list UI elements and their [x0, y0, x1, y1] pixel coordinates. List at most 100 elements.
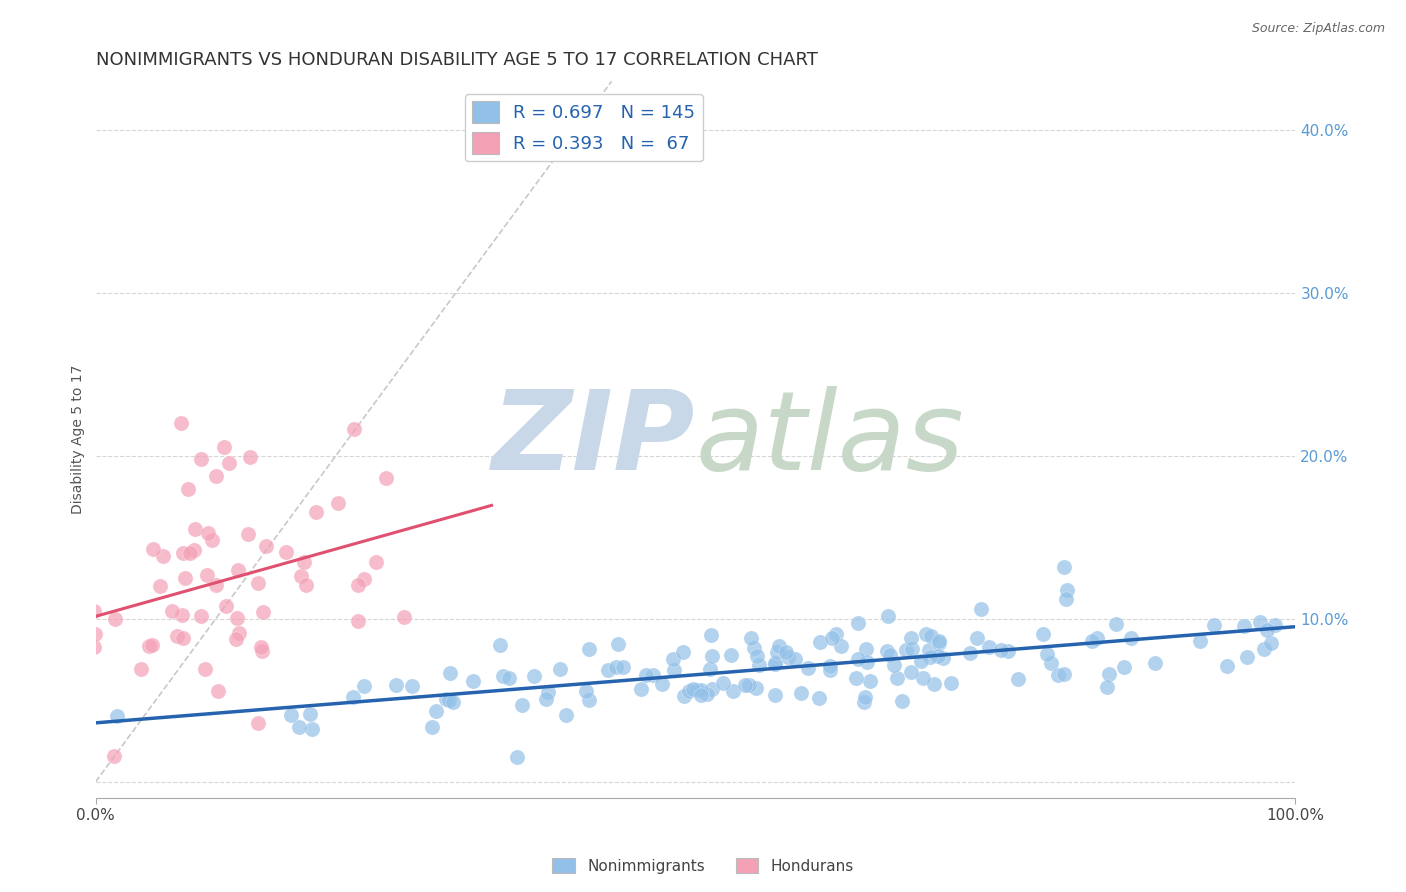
Point: [1056, 583, 1078, 598]
Point: [491, 669, 513, 683]
Point: [215, 599, 238, 614]
Point: [420, 720, 443, 734]
Point: [900, 631, 922, 645]
Point: [859, 673, 882, 688]
Point: [305, 505, 328, 519]
Point: [852, 695, 875, 709]
Point: [662, 652, 685, 666]
Point: [172, 546, 194, 560]
Point: [510, 698, 533, 713]
Point: [138, 639, 160, 653]
Point: [343, 422, 366, 436]
Point: [896, 642, 918, 657]
Point: [672, 645, 695, 659]
Point: [179, 546, 201, 560]
Point: [141, 638, 163, 652]
Point: [700, 681, 723, 696]
Point: [13, 723, 35, 738]
Text: atlas: atlas: [696, 386, 965, 493]
Point: [394, 610, 416, 624]
Point: [790, 686, 813, 700]
Point: [103, 748, 125, 763]
Point: [170, 607, 193, 622]
Point: [254, 539, 277, 553]
Point: [299, 706, 322, 721]
Point: [201, 533, 224, 548]
Point: [104, 612, 127, 626]
Point: [808, 635, 831, 649]
Point: [425, 704, 447, 718]
Point: [184, 522, 207, 536]
Point: [301, 722, 323, 736]
Point: [818, 659, 841, 673]
Point: [280, 708, 302, 723]
Point: [734, 678, 756, 692]
Point: [1053, 560, 1076, 574]
Point: [498, 671, 520, 685]
Point: [173, 571, 195, 585]
Point: [689, 689, 711, 703]
Point: [1081, 634, 1104, 648]
Point: [848, 652, 870, 666]
Point: [44, 575, 66, 590]
Point: [1348, 599, 1371, 614]
Point: [920, 629, 942, 643]
Point: [966, 631, 988, 645]
Point: [900, 641, 922, 656]
Point: [830, 639, 852, 653]
Point: [763, 656, 786, 670]
Point: [172, 631, 194, 645]
Point: [775, 645, 797, 659]
Point: [83, 604, 105, 618]
Point: [766, 645, 789, 659]
Point: [197, 526, 219, 541]
Point: [883, 658, 905, 673]
Point: [212, 440, 235, 454]
Point: [506, 749, 529, 764]
Point: [876, 644, 898, 658]
Point: [1007, 672, 1029, 686]
Point: [702, 648, 724, 663]
Point: [58, 525, 80, 540]
Point: [247, 716, 270, 731]
Point: [252, 605, 274, 619]
Point: [166, 629, 188, 643]
Point: [183, 542, 205, 557]
Point: [575, 684, 598, 698]
Point: [578, 693, 600, 707]
Point: [461, 674, 484, 689]
Point: [910, 654, 932, 668]
Point: [700, 628, 723, 642]
Point: [821, 632, 844, 646]
Point: [959, 646, 981, 660]
Text: Source: ZipAtlas.com: Source: ZipAtlas.com: [1251, 22, 1385, 36]
Point: [1249, 615, 1271, 630]
Point: [578, 641, 600, 656]
Point: [650, 677, 672, 691]
Point: [928, 634, 950, 648]
Point: [824, 627, 846, 641]
Point: [439, 666, 461, 681]
Point: [142, 541, 165, 556]
Point: [662, 663, 685, 677]
Point: [1256, 624, 1278, 638]
Point: [745, 681, 768, 696]
Text: NONIMMIGRANTS VS HONDURAN DISABILITY AGE 5 TO 17 CORRELATION CHART: NONIMMIGRANTS VS HONDURAN DISABILITY AGE…: [96, 51, 817, 69]
Point: [1105, 616, 1128, 631]
Point: [879, 648, 901, 662]
Point: [763, 657, 786, 671]
Point: [204, 469, 226, 483]
Point: [641, 668, 664, 682]
Point: [66, 684, 89, 698]
Point: [1233, 619, 1256, 633]
Point: [31, 629, 53, 643]
Point: [915, 626, 938, 640]
Point: [105, 709, 128, 723]
Point: [149, 578, 172, 592]
Point: [83, 640, 105, 654]
Point: [190, 609, 212, 624]
Point: [246, 576, 269, 591]
Point: [1036, 648, 1059, 662]
Point: [856, 655, 879, 669]
Point: [886, 671, 908, 685]
